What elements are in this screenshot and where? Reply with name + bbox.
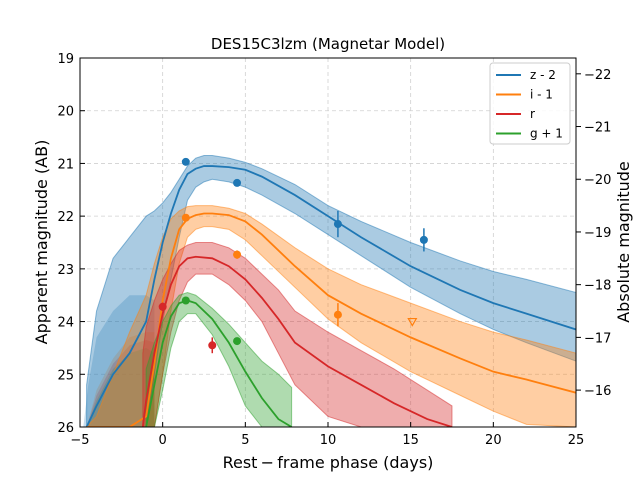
uncertainty-bands [83,155,576,427]
model-line-g-1 [145,299,293,427]
y-axis-right: −16 −17 −18 −19 −20 −21 −22 [576,68,611,399]
legend-label: r [530,107,535,121]
y-tick-label: 26 [57,421,74,436]
data-point [419,235,428,244]
data-point [181,213,190,222]
x-tick-label: −5 [70,433,89,448]
data-points [158,157,428,354]
y-right-tick-label: −19 [584,226,611,241]
x-tick-label: 20 [485,433,502,448]
y-right-tick-label: −22 [584,68,611,83]
legend-label: g + 1 [530,127,563,141]
y-right-tick-label: −20 [584,173,611,188]
model-lines [85,165,576,427]
x-tick-label: 25 [568,433,585,448]
y-tick-label: 24 [57,316,74,331]
model-line-r [141,255,453,427]
y-right-tick-label: −21 [584,121,611,136]
uncertainty-band-g-1 [145,292,293,427]
legend-label: z - 2 [530,68,556,82]
y-tick-label: 22 [57,210,74,225]
early-uncertainty-band [86,332,155,427]
y-tick-label: 20 [57,105,74,120]
data-point [208,341,217,350]
early-uncertainty-band [86,340,155,427]
data-point [233,178,242,187]
y-tick-label: 19 [57,52,74,67]
x-tick-label: 5 [241,433,249,448]
legend: z - 2 i - 1 r g + 1 [489,62,571,145]
y-right-tick-label: −18 [584,279,611,294]
chart-title: DES15C3lzm (Magnetar Model) [211,35,445,53]
x-tick-label: 15 [402,433,419,448]
y-axis-right-label: Absolute magnitude [614,161,633,323]
y-right-tick-label: −16 [584,384,611,399]
data-point [333,310,342,319]
data-point [233,250,242,259]
y-tick-label: 23 [57,263,74,278]
data-point [158,302,167,311]
early-uncertainty-band [83,295,155,427]
x-tick-label: 10 [320,433,337,448]
y-axis-label: Apparent magnitude (AB) [32,140,51,345]
y-tick-label: 21 [57,157,74,172]
early-uncertainty-band [86,347,155,427]
model-line-z-2 [85,165,576,427]
data-point [181,157,190,166]
data-point [233,337,242,346]
x-tick-label: 0 [159,433,167,448]
y-axis-left: 19 20 21 22 23 24 25 26 [57,52,85,436]
x-axis: −5 0 5 10 15 20 25 [70,422,584,448]
y-right-tick-label: −17 [584,331,611,346]
x-axis-label: Rest − frame phase (days) [223,453,434,472]
y-tick-label: 25 [57,368,74,383]
uncertainty-band-z-2 [86,155,576,427]
legend-frame [489,62,571,145]
data-point [181,296,190,305]
data-point [333,220,342,229]
legend-label: i - 1 [530,88,553,102]
upper-limit-marker [407,317,418,327]
